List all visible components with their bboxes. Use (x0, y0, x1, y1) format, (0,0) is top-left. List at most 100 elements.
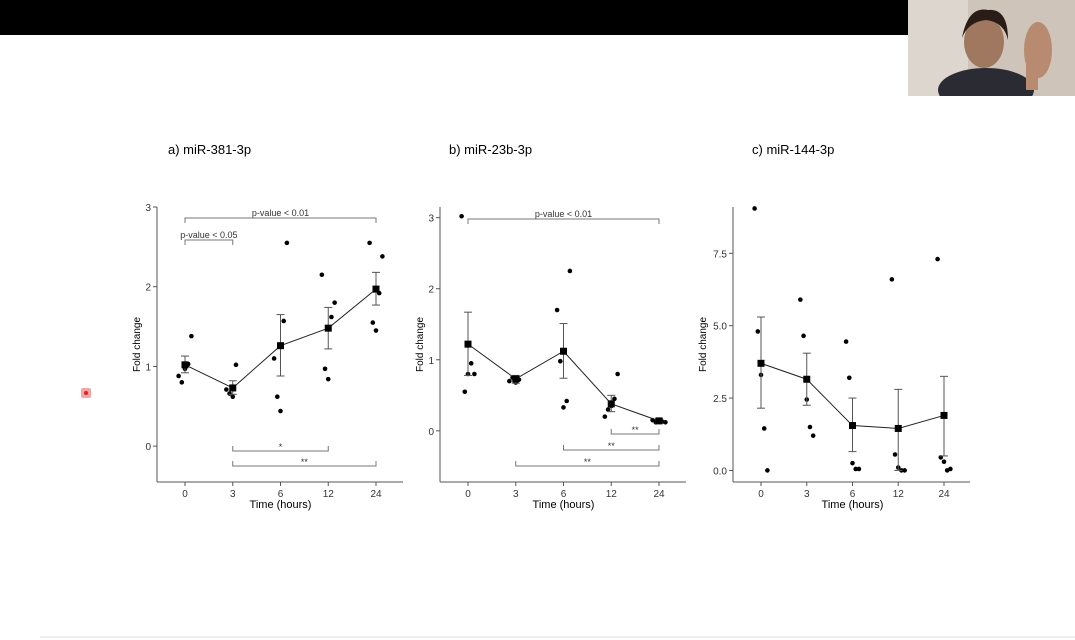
data-point (233, 362, 239, 368)
y-tick-label: 1 (428, 356, 434, 367)
data-point (507, 378, 512, 384)
chart-title: a) miR-381-3p (168, 142, 251, 157)
data-point (889, 277, 895, 282)
data-point (322, 366, 328, 372)
data-point (567, 268, 573, 274)
mean-marker (277, 342, 284, 350)
x-tick-label: 24 (370, 489, 382, 500)
significance-bracket (610, 429, 660, 435)
y-tick-label: 0 (145, 442, 151, 453)
presenter-webcam (908, 0, 1075, 96)
x-tick-label: 6 (561, 489, 567, 500)
data-point (843, 339, 849, 344)
data-point (472, 371, 477, 377)
y-tick-label: 1 (145, 362, 151, 373)
x-tick-label: 12 (323, 489, 335, 500)
y-axis-label: Fold change (415, 317, 426, 372)
y-tick-label: 3 (145, 203, 151, 214)
y-tick-label: 3 (428, 214, 434, 225)
x-tick-label: 3 (513, 489, 519, 500)
mean-marker (512, 375, 520, 383)
mean-marker (181, 361, 189, 369)
data-point (752, 206, 757, 211)
data-point (189, 333, 194, 339)
laser-pointer-icon (81, 388, 91, 398)
mean-marker (372, 285, 380, 293)
significance-bracket (515, 461, 660, 467)
data-point (367, 240, 372, 246)
mean-marker (803, 375, 811, 383)
presenter-video-icon (908, 0, 1075, 96)
data-point (284, 240, 290, 246)
data-point (329, 314, 334, 320)
data-point (602, 414, 608, 419)
slide-bottom-edge (40, 636, 1075, 638)
data-point (892, 452, 898, 457)
data-point (615, 371, 620, 377)
data-point (935, 256, 940, 262)
data-point (948, 466, 953, 472)
data-point (462, 389, 468, 395)
mean-marker (464, 340, 472, 348)
mean-marker (894, 424, 902, 432)
significance-bracket (563, 445, 660, 451)
y-tick-label: 7.5 (713, 249, 727, 260)
data-point (275, 394, 280, 400)
data-point (558, 358, 563, 364)
mean-marker (324, 324, 332, 332)
chart-panel-3: c) miR-144-3p 0.0 2.5 5.0 7.5 0 3 6 12 24 Time (ho… (698, 142, 970, 511)
y-axis-label: Fold change (698, 317, 709, 372)
data-point (319, 272, 325, 278)
data-point (612, 396, 617, 402)
data-point (856, 466, 862, 472)
data-point (224, 387, 229, 392)
data-point (281, 318, 287, 324)
data-point (332, 300, 337, 305)
data-point (847, 375, 852, 381)
significance-label: p-value < 0.01 (535, 209, 592, 219)
data-point (176, 373, 181, 379)
y-tick-label: 0.0 (713, 466, 727, 477)
y-axis-label: Fold change (132, 317, 143, 372)
data-point (370, 320, 376, 325)
y-tick-label: 0 (428, 427, 434, 438)
mean-marker (229, 384, 237, 392)
mean-marker (607, 400, 615, 408)
significance-label: p-value < 0.01 (252, 208, 309, 218)
data-point (850, 460, 855, 466)
x-tick-label: 12 (606, 489, 618, 500)
y-tick-label: 2 (145, 283, 151, 294)
data-point (561, 405, 566, 410)
data-point (325, 376, 331, 382)
data-point (807, 424, 813, 430)
significance-bracket (467, 218, 660, 224)
data-point (810, 433, 816, 438)
data-point (373, 328, 379, 333)
x-tick-label: 3 (230, 489, 236, 500)
data-point (554, 307, 560, 313)
x-tick-label: 0 (465, 489, 471, 500)
y-tick-label: 2 (428, 285, 434, 296)
significance-bracket (232, 461, 377, 467)
x-tick-label: 0 (182, 489, 188, 500)
data-point (278, 408, 283, 414)
y-tick-label: 2.5 (713, 394, 727, 405)
x-tick-label: 6 (278, 489, 284, 500)
x-tick-label: 24 (653, 489, 665, 500)
significance-bracket (232, 446, 329, 452)
data-point (271, 356, 277, 361)
chart-title: c) miR-144-3p (752, 142, 834, 157)
significance-label: * (279, 442, 283, 452)
mean-marker (560, 347, 567, 355)
significance-label: ** (301, 457, 309, 467)
data-point (380, 254, 385, 259)
mean-marker (940, 411, 948, 419)
data-point (798, 297, 803, 302)
chart-title: b) miR-23b-3p (449, 142, 532, 157)
data-point (765, 468, 770, 473)
x-axis-label: Time (hours) (533, 499, 595, 511)
significance-label: ** (584, 457, 592, 467)
significance-label: ** (632, 425, 640, 435)
